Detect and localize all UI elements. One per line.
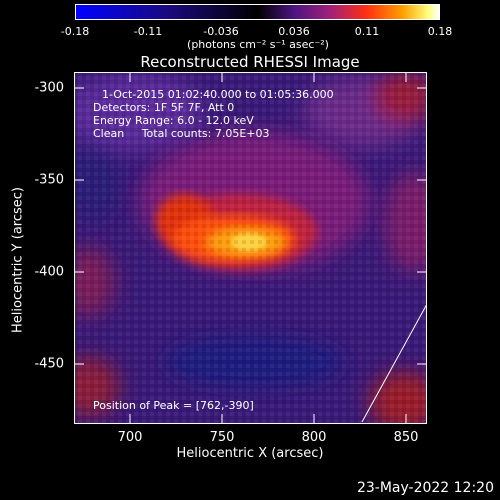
colorbar [75,4,440,20]
plot-area [74,72,427,424]
axis-ticks [74,72,427,424]
pixel-grid [74,72,427,424]
y-tick-label: -300 [34,80,64,96]
y-tick-label: -350 [34,172,64,188]
annotation-peak: Position of Peak = [762,-390] [93,399,254,412]
chart-title: Reconstructed RHESSI Image [140,53,360,71]
annotation-energy: Energy Range: 6.0 - 12.0 keV [93,114,254,127]
x-tick-label: 850 [393,430,419,445]
annotation-detectors: Detectors: 1F 5F 7F, Att 0 [93,101,235,114]
colorbar-tick: 0.036 [278,25,310,38]
timestamp: 23-May-2022 12:20 [356,480,494,496]
limb-line [361,303,427,423]
colorbar-tick: 0.18 [427,25,453,38]
colorbar-units: (photons cm⁻² s⁻¹ asec⁻²) [187,38,329,51]
colorbar-tick: -0.036 [203,25,239,38]
y-axis-label: Heliocentric Y (arcsec) [10,187,26,333]
x-tick-label: 750 [209,430,235,445]
annotation-time: 1-Oct-2015 01:02:40.000 to 01:05:36.000 [102,88,334,101]
annotation-algorithm: Clean Total counts: 7.05E+03 [93,127,270,140]
colorbar-tick: 0.11 [354,25,380,38]
y-tick-label: -450 [34,356,64,372]
colorbar-tick: -0.11 [133,25,163,38]
colorbar-tick: -0.18 [60,25,90,38]
x-axis-label: Heliocentric X (arcsec) [176,446,324,461]
y-tick-label: -400 [34,264,64,280]
x-tick-label: 800 [301,430,327,445]
x-tick-label: 700 [117,430,143,445]
plot-frame [74,72,427,424]
